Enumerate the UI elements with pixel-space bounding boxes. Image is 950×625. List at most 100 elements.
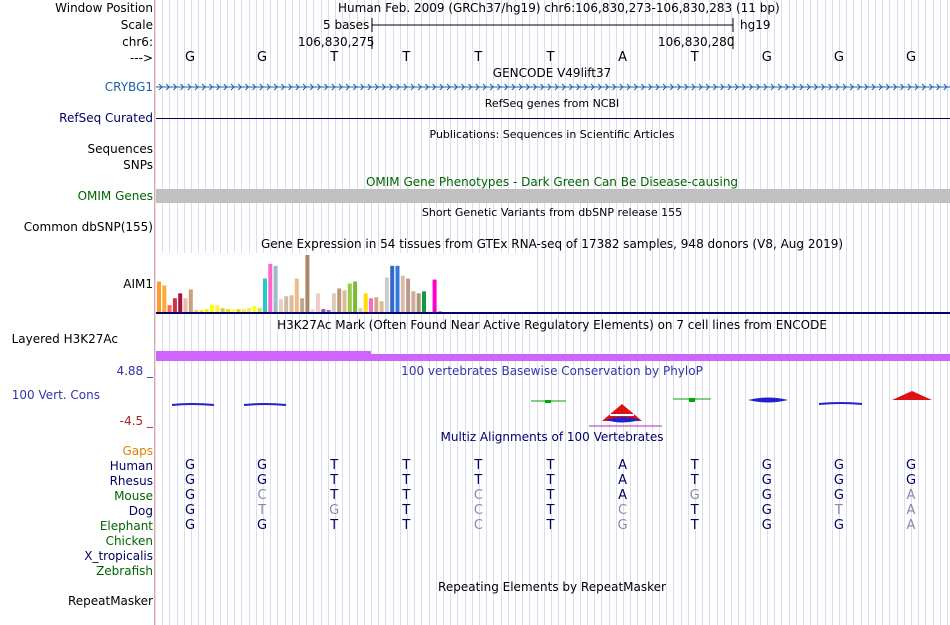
species-label[interactable]: Rhesus (109, 474, 153, 488)
gtex-tissue-bar[interactable] (241, 309, 246, 313)
species-label[interactable]: Zebrafish (96, 564, 153, 578)
gtex-tissue-bar[interactable] (432, 279, 437, 313)
gtex-tissue-bar[interactable] (395, 265, 400, 313)
gtex-tissue-bar[interactable] (273, 265, 278, 313)
gtex-tissue-bar[interactable] (167, 305, 172, 313)
gtex-tissue-bar[interactable] (374, 297, 379, 313)
gtex-tissue-bar[interactable] (162, 285, 167, 313)
alignment-base: G (761, 518, 772, 533)
refseq-gene-line[interactable] (156, 118, 950, 119)
gtex-tissue-bar[interactable] (257, 308, 262, 313)
gtex-tissue-bar[interactable] (310, 309, 315, 313)
gtex-tissue-bar[interactable] (210, 305, 214, 313)
refseq-label[interactable]: RefSeq Curated (59, 111, 153, 125)
gtex-tissue-bar[interactable] (157, 281, 161, 313)
gtex-tissue-bar[interactable] (321, 309, 326, 313)
dbsnp-label[interactable]: Common dbSNP(155) (23, 220, 153, 234)
dbsnp-track-title[interactable]: Short Genetic Variants from dbSNP releas… (421, 206, 683, 219)
phylop-label[interactable]: 100 Vert. Cons (11, 388, 100, 402)
species-label[interactable]: Mouse (114, 489, 153, 503)
publications-label-line2[interactable]: SNPs (123, 158, 153, 172)
species-label[interactable]: Dog (128, 504, 153, 518)
alignment-base: C (618, 503, 628, 518)
gtex-tissue-bar[interactable] (305, 254, 310, 313)
gtex-tissue-bar[interactable] (363, 293, 368, 313)
h3k27ac-signal[interactable] (371, 354, 950, 361)
gencode-strand-chevron (561, 83, 566, 91)
gtex-tissue-bar[interactable] (268, 263, 273, 313)
gencode-strand-chevron (417, 83, 422, 91)
gtex-tissue-bar[interactable] (416, 293, 421, 313)
alignment-base: G (833, 458, 844, 473)
gencode-gene-line[interactable] (156, 82, 950, 92)
species-label[interactable]: Elephant (99, 519, 153, 533)
gtex-tissue-bar[interactable] (194, 310, 199, 313)
gtex-tissue-bar[interactable] (263, 278, 267, 313)
gtex-tissue-bar[interactable] (300, 298, 305, 313)
alignment-base: G (761, 473, 772, 488)
multiz-gaps-label[interactable]: Gaps (122, 444, 153, 458)
gtex-tissue-bar[interactable] (400, 275, 405, 313)
gtex-tissue-bar[interactable] (225, 309, 230, 313)
gtex-tissue-bar[interactable] (289, 295, 294, 313)
gtex-track-title[interactable]: Gene Expression in 54 tissues from GTEx … (260, 237, 844, 251)
gtex-tissue-bar[interactable] (406, 278, 411, 313)
repeatmasker-track-title[interactable]: Repeating Elements by RepeatMasker (438, 580, 666, 594)
gencode-strand-chevron (194, 83, 199, 91)
gtex-tissue-bar[interactable] (215, 305, 220, 313)
gtex-tissue-bar[interactable] (231, 309, 236, 313)
gtex-tissue-bar[interactable] (183, 298, 188, 313)
multiz-track-title[interactable]: Multiz Alignments of 100 Vertebrates (440, 430, 664, 444)
gtex-tissue-bar[interactable] (422, 291, 426, 313)
gencode-strand-chevron (245, 83, 250, 91)
species-label[interactable]: Chicken (105, 534, 153, 548)
alignment-base: T (546, 518, 555, 533)
h3k27ac-track-title[interactable]: H3K27Ac Mark (Often Found Near Active Re… (277, 318, 827, 332)
omim-label[interactable]: OMIM Genes (77, 189, 153, 203)
publications-label-line1[interactable]: Sequences (87, 142, 153, 156)
gtex-tissue-bar[interactable] (337, 288, 342, 313)
publications-track-title[interactable]: Publications: Sequences in Scientific Ar… (429, 128, 675, 141)
gtex-tissue-bar[interactable] (247, 308, 252, 313)
refseq-track-title[interactable]: RefSeq genes from NCBI (484, 97, 620, 110)
gtex-tissue-bar[interactable] (353, 281, 358, 313)
gtex-tissue-bar[interactable] (220, 308, 225, 313)
gtex-tissue-bar[interactable] (252, 306, 257, 313)
gtex-tissue-bar[interactable] (178, 293, 183, 313)
h3k27ac-signal-high[interactable] (156, 351, 371, 361)
gtex-tissue-bar[interactable] (326, 310, 331, 313)
gtex-tissue-bar[interactable] (278, 299, 283, 313)
gtex-tissue-bar[interactable] (369, 298, 373, 313)
gtex-tissue-bar[interactable] (331, 293, 336, 313)
gtex-tissue-bar[interactable] (411, 291, 416, 313)
gtex-tissue-bar[interactable] (316, 293, 320, 313)
species-label[interactable]: X_tropicalis (84, 549, 153, 563)
gtex-tissue-bar[interactable] (342, 290, 347, 313)
gtex-bar-chart[interactable] (156, 252, 950, 316)
omim-feature-bar[interactable] (156, 189, 950, 203)
h3k27ac-label[interactable]: Layered H3K27Ac (11, 332, 118, 346)
phylop-logo[interactable] (156, 384, 950, 430)
gtex-tissue-bar[interactable] (390, 265, 395, 313)
gtex-tissue-bar[interactable] (379, 301, 384, 313)
gtex-tissue-bar[interactable] (347, 283, 352, 314)
alignment-base: G (905, 473, 917, 488)
gtex-tissue-bar[interactable] (284, 296, 289, 313)
gtex-tissue-bar[interactable] (204, 309, 209, 313)
gencode-gene-label[interactable]: CRYBG1 (104, 80, 153, 94)
gencode-track-title[interactable]: GENCODE V49lift37 (492, 66, 612, 80)
phylop-track-title[interactable]: 100 vertebrates Basewise Conservation by… (401, 364, 703, 378)
gtex-tissue-bar[interactable] (236, 309, 241, 313)
gtex-gene-label[interactable]: AIM1 (123, 277, 153, 291)
gtex-tissue-bar[interactable] (172, 298, 177, 313)
alignment-base: T (330, 488, 339, 503)
gtex-tissue-bar[interactable] (427, 310, 432, 313)
gtex-tissue-bar[interactable] (199, 310, 204, 313)
omim-track-title[interactable]: OMIM Gene Phenotypes - Dark Green Can Be… (365, 175, 739, 189)
repeatmasker-label[interactable]: RepeatMasker (67, 594, 153, 608)
species-label[interactable]: Human (109, 459, 153, 473)
gtex-tissue-bar[interactable] (384, 277, 389, 313)
gtex-tissue-bar[interactable] (358, 308, 363, 313)
gtex-tissue-bar[interactable] (294, 278, 299, 313)
gtex-tissue-bar[interactable] (188, 289, 193, 313)
